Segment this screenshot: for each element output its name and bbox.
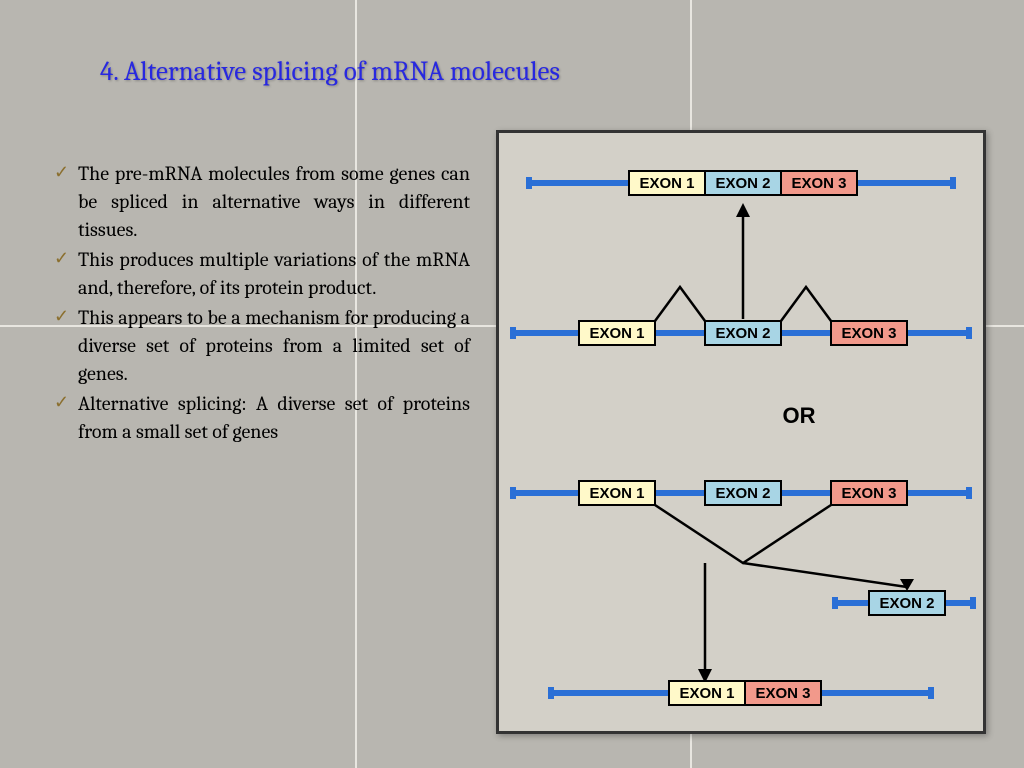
bullet-item: This produces multiple variations of the…	[50, 246, 470, 302]
bullet-item: The pre-mRNA molecules from some genes c…	[50, 160, 470, 244]
splicing-diagram: EXON 1 EXON 2 EXON 3 EXON 1 EXON 2 EXON 3 OR EX…	[496, 130, 986, 734]
svg-text:EXON 2: EXON 2	[879, 595, 934, 612]
svg-text:EXON 3: EXON 3	[755, 685, 810, 702]
svg-text:EXON 2: EXON 2	[715, 485, 770, 502]
svg-text:EXON 3: EXON 3	[841, 325, 896, 342]
svg-text:EXON 1: EXON 1	[679, 685, 734, 702]
bullet-item: This appears to be a mechanism for produ…	[50, 304, 470, 388]
svg-text:EXON 2: EXON 2	[715, 325, 770, 342]
svg-text:OR: OR	[783, 403, 816, 428]
bullet-item: Alternative splicing: A diverse set of p…	[50, 390, 470, 446]
page-title: 4. Alternative splicing of mRNA molecule…	[100, 56, 560, 87]
svg-text:EXON 3: EXON 3	[791, 175, 846, 192]
svg-text:EXON 1: EXON 1	[639, 175, 694, 192]
svg-text:EXON 3: EXON 3	[841, 485, 896, 502]
svg-text:EXON 2: EXON 2	[715, 175, 770, 192]
svg-text:EXON 1: EXON 1	[589, 485, 644, 502]
svg-text:EXON 1: EXON 1	[589, 325, 644, 342]
bullet-list: The pre-mRNA molecules from some genes c…	[50, 160, 470, 448]
